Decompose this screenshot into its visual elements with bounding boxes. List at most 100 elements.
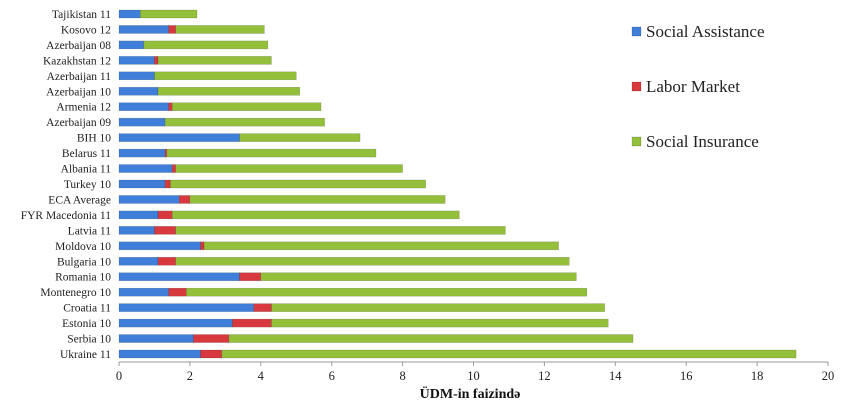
bar-social-assistance [118, 164, 173, 173]
bar-social-assistance [118, 9, 141, 19]
category-label: FYR Macedonia 11 [21, 210, 112, 222]
x-tick-label: 0 [116, 369, 122, 383]
bar-labor-market [168, 287, 187, 297]
category-label: Azerbaijan 10 [46, 86, 111, 98]
category-label: Bulgaria 10 [57, 256, 111, 268]
bar-social-insurance [228, 334, 634, 343]
bar-labor-market [171, 164, 176, 173]
category-label: Tajikistan 11 [52, 9, 111, 21]
bar-labor-market [154, 56, 159, 65]
bar-labor-market [200, 349, 223, 359]
category-label: Montenegro 10 [40, 287, 111, 299]
bar-social-insurance [186, 287, 588, 297]
bar-labor-market [239, 272, 262, 281]
category-label: Estonia 10 [62, 318, 111, 330]
bar-social-insurance [157, 87, 301, 96]
bar-social-assistance [118, 226, 155, 235]
bar-social-assistance [118, 148, 166, 158]
bar-social-insurance [175, 226, 506, 235]
bar-social-assistance [118, 133, 240, 142]
bar-social-insurance [171, 210, 460, 220]
bar-social-insurance [143, 40, 269, 50]
bar-social-insurance [154, 71, 297, 81]
bar-social-assistance [118, 102, 169, 111]
bar-labor-market [168, 25, 176, 34]
bar-social-insurance [260, 272, 577, 281]
legend: Social Assistance Labor Market Social Insu… [631, 22, 765, 151]
bar-social-assistance [118, 287, 169, 297]
bar-social-assistance [118, 349, 201, 359]
x-tick-label: 14 [609, 369, 622, 383]
x-tick-label: 18 [751, 369, 764, 383]
category-label: Romania 10 [55, 272, 111, 284]
legend-swatch [631, 26, 642, 37]
bar-social-insurance [203, 241, 559, 251]
bar-social-insurance [166, 148, 377, 158]
bar-labor-market [200, 241, 205, 251]
x-tick-label: 8 [399, 369, 405, 383]
bar-social-insurance [189, 195, 446, 204]
bar-social-assistance [118, 241, 201, 251]
x-tick-label: 12 [538, 369, 551, 383]
x-tick-label: 4 [258, 369, 265, 383]
legend-swatch [631, 81, 642, 92]
bar-social-assistance [118, 71, 155, 81]
category-label: Moldova 10 [55, 241, 111, 253]
category-label: Azerbaijan 08 [46, 40, 111, 52]
category-label: Serbia 10 [67, 334, 111, 346]
bar-labor-market [253, 303, 272, 312]
bar-social-insurance [175, 257, 570, 266]
legend-swatch [631, 136, 642, 147]
bar-social-assistance [118, 318, 233, 328]
category-label: Azerbaijan 11 [47, 71, 112, 83]
category-labels: Ukraine 11 Serbia 10 Estonia 10 Croatia 11 M… [21, 9, 112, 361]
x-ticks: 0 2 4 6 8 10 12 14 16 18 20 [116, 362, 834, 383]
category-label: ECA Average [48, 194, 111, 206]
category-label: Armenia 12 [56, 102, 111, 114]
bar-social-assistance [118, 87, 159, 96]
category-label: BIH 10 [77, 133, 111, 145]
bar-social-assistance [118, 25, 169, 34]
bar-social-insurance [175, 164, 403, 173]
bar-labor-market [232, 318, 272, 328]
bar-social-insurance [239, 133, 361, 142]
category-label: Albania 11 [61, 164, 112, 176]
category-label: Azerbaijan 09 [46, 117, 111, 129]
bar-labor-market [157, 257, 176, 266]
category-label: Belarus 11 [62, 148, 111, 160]
bar-labor-market [168, 102, 173, 111]
x-axis-title: ÜDM-in faizində [420, 385, 521, 402]
x-tick-label: 10 [467, 369, 480, 383]
x-tick-label: 20 [822, 369, 835, 383]
bar-labor-market [164, 179, 171, 189]
bar-social-assistance [118, 334, 194, 343]
bar-social-insurance [164, 117, 325, 127]
bar-labor-market [193, 334, 230, 343]
category-label: Turkey 10 [64, 179, 111, 191]
legend-label: Social Insurance [646, 132, 759, 151]
legend-label: Social Assistance [646, 22, 765, 41]
bar-social-assistance [118, 210, 159, 220]
bar-social-insurance [170, 179, 426, 189]
bar-social-insurance [175, 25, 265, 34]
bar-social-assistance [118, 272, 240, 281]
category-label: Kazakhstan 12 [43, 55, 111, 67]
category-label: Latvia 11 [68, 225, 112, 237]
x-tick-label: 2 [187, 369, 193, 383]
x-tick-label: 6 [329, 369, 335, 383]
x-tick-label: 16 [680, 369, 693, 383]
bar-social-assistance [118, 40, 145, 50]
bar-social-insurance [157, 56, 272, 65]
bar-social-insurance [271, 303, 605, 312]
category-label: Croatia 11 [63, 303, 111, 315]
bar-labor-market [154, 226, 176, 235]
bar-labor-market [157, 210, 173, 220]
category-label: Ukraine 11 [60, 349, 111, 361]
category-label: Kosovo 12 [61, 24, 111, 36]
bars-group [118, 9, 797, 359]
bar-social-assistance [118, 56, 155, 65]
bar-social-assistance [118, 195, 180, 204]
bar-labor-market [179, 195, 191, 204]
bar-social-assistance [118, 303, 254, 312]
